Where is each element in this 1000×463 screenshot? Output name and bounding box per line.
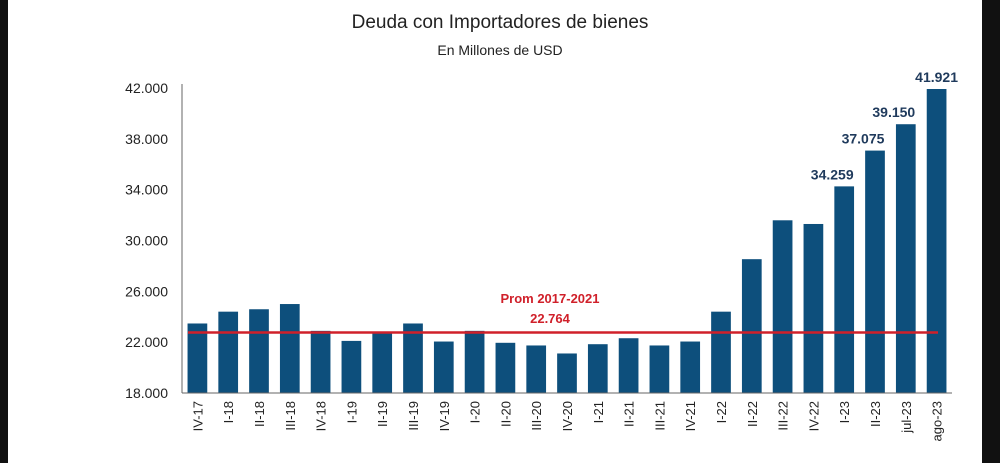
- x-tick-label: II-18: [252, 401, 267, 427]
- x-tick-label: IV-21: [683, 401, 698, 431]
- x-tick-label: III-18: [283, 401, 298, 431]
- bar-IV-22: [803, 223, 824, 393]
- x-tick-label: I-18: [221, 401, 236, 423]
- bar-III-22: [772, 220, 793, 393]
- bar-II-19: [372, 332, 393, 393]
- x-tick-label: II-23: [868, 401, 883, 427]
- bar-I-23: [834, 186, 855, 393]
- bar-I-20: [464, 330, 485, 393]
- y-tick-label: 34.000: [125, 182, 168, 198]
- bar-I-21: [587, 344, 608, 393]
- x-tick-label: III-22: [776, 401, 791, 431]
- x-tick-label: IV-20: [560, 401, 575, 431]
- x-tick-label: I-22: [714, 401, 729, 423]
- bar-II-21: [618, 338, 639, 393]
- x-tick-label: III-20: [529, 401, 544, 431]
- bar-ago-23: [926, 89, 947, 393]
- reference-value-label: 22.764: [530, 311, 571, 326]
- bar-III-18: [279, 304, 300, 393]
- x-tick-label: IV-17: [190, 401, 205, 431]
- x-tick-label: I-19: [344, 401, 359, 423]
- bar-IV-18: [310, 330, 331, 393]
- x-tick-label: II-20: [498, 401, 513, 427]
- bar-I-19: [341, 340, 362, 393]
- y-tick-label: 26.000: [125, 283, 168, 299]
- y-tick-label: 42.000: [125, 80, 168, 96]
- x-tick-label: jul-23: [899, 401, 914, 434]
- bar-III-20: [526, 345, 547, 393]
- left-border: [0, 0, 8, 463]
- x-tick-label: I-21: [591, 401, 606, 423]
- bar-I-18: [218, 311, 239, 393]
- bar-IV-17: [187, 323, 208, 393]
- x-tick-label: I-23: [837, 401, 852, 423]
- right-border: [982, 0, 1000, 463]
- bar-IV-19: [433, 341, 454, 393]
- x-tick-label: IV-22: [806, 401, 821, 431]
- y-tick-label: 38.000: [125, 131, 168, 147]
- data-label: 34.259: [811, 166, 854, 182]
- x-tick-label: II-22: [745, 401, 760, 427]
- x-tick-label: II-21: [622, 401, 637, 427]
- bar-II-22: [741, 259, 762, 393]
- data-label: 39.150: [872, 104, 915, 120]
- data-label: 41.921: [915, 69, 958, 85]
- y-tick-label: 18.000: [125, 385, 168, 401]
- bar-III-21: [649, 345, 670, 393]
- bar-jul-23: [895, 124, 916, 393]
- bar-II-18: [249, 309, 269, 393]
- bar-II-20: [495, 342, 516, 393]
- y-tick-label: 30.000: [125, 233, 168, 249]
- bar-II-23: [865, 150, 885, 393]
- x-tick-label: IV-18: [314, 401, 329, 431]
- bar-IV-21: [680, 341, 701, 393]
- chart-title: Deuda con Importadores de bienes: [351, 12, 649, 33]
- reference-label: Prom 2017-2021: [500, 291, 599, 306]
- bar-III-19: [403, 323, 423, 393]
- chart-subtitle: En Millones de USD: [437, 42, 563, 58]
- x-tick-label: III-21: [652, 401, 667, 431]
- x-tick-label: II-19: [375, 401, 390, 427]
- data-label: 37.075: [842, 131, 885, 147]
- x-tick-label: IV-19: [437, 401, 452, 431]
- bar-I-22: [711, 311, 731, 393]
- y-tick-label: 22.000: [125, 334, 168, 350]
- x-tick-label: I-20: [468, 401, 483, 423]
- x-tick-label: ago-23: [930, 401, 945, 441]
- bar-IV-20: [557, 353, 577, 393]
- x-tick-label: III-19: [406, 401, 421, 431]
